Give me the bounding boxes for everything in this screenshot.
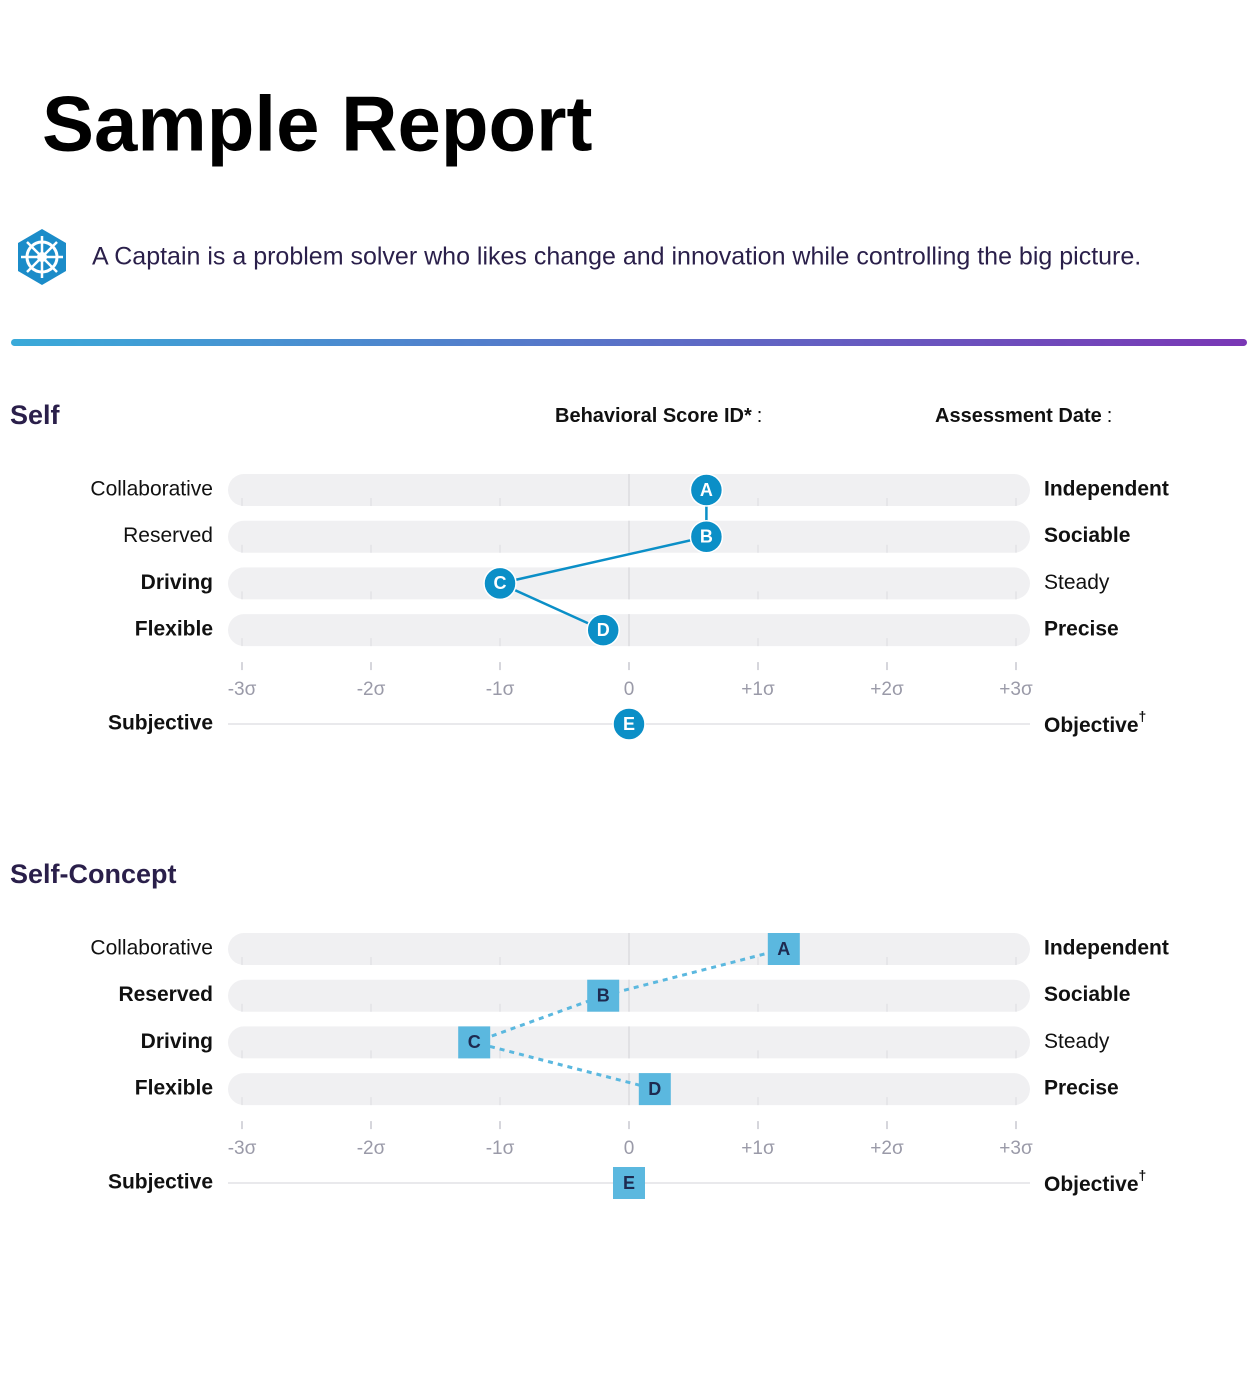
marker	[587, 979, 620, 1012]
right-label: Steady	[1044, 571, 1110, 594]
x-tick-label: 0	[624, 1138, 635, 1159]
chart-title: Self-Concept	[10, 859, 177, 889]
marker-label: E	[623, 1173, 635, 1193]
right-label: Independent	[1044, 937, 1169, 960]
marker-label: C	[468, 1032, 481, 1052]
x-tick-label: +2σ	[870, 679, 904, 700]
x-tick-label: -1σ	[486, 1138, 515, 1159]
marker	[689, 473, 724, 507]
right-label: Steady	[1044, 1030, 1110, 1053]
left-label: Flexible	[135, 618, 213, 641]
left-label: Subjective	[108, 1171, 213, 1194]
profile-line	[469, 947, 785, 1091]
meta-separator: :	[757, 405, 763, 427]
marker-label: D	[597, 620, 610, 640]
report-title: Sample Report	[42, 80, 592, 168]
x-tick-label: +2σ	[870, 1138, 904, 1159]
right-label: Objective†	[1044, 708, 1146, 737]
marker	[458, 1026, 491, 1059]
marker-label: A	[700, 480, 713, 500]
left-label: Collaborative	[90, 478, 213, 501]
right-label-text: Objective	[1044, 1173, 1139, 1196]
right-label-text: Objective	[1044, 714, 1139, 737]
marker	[612, 707, 646, 741]
x-tick-label: 0	[624, 679, 635, 700]
meta-field: Assessment Date:	[935, 405, 1112, 427]
marker-label: C	[494, 573, 507, 593]
left-label: Collaborative	[90, 937, 213, 960]
chart-title: Self	[10, 400, 61, 430]
captain-icon	[18, 229, 66, 285]
marker	[689, 519, 724, 554]
marker	[767, 933, 800, 965]
right-label: Precise	[1044, 1077, 1119, 1100]
left-label: Reserved	[118, 983, 213, 1006]
x-tick-label: +3σ	[999, 679, 1033, 700]
marker	[613, 1167, 645, 1199]
meta-label: Behavioral Score ID*	[555, 405, 752, 427]
right-label: Sociable	[1044, 983, 1130, 1006]
x-tick-label: +3σ	[999, 1138, 1033, 1159]
marker-label: B	[700, 526, 713, 546]
marker	[483, 566, 517, 601]
left-label: Driving	[141, 1030, 213, 1053]
left-label: Subjective	[108, 712, 213, 735]
x-tick-label: -1σ	[486, 679, 515, 700]
divider	[11, 339, 1247, 346]
x-tick-label: +1σ	[741, 1138, 775, 1159]
description: A Captain is a problem solver who likes …	[92, 243, 1141, 271]
x-tick-label: -3σ	[228, 1138, 257, 1159]
profile-line	[496, 490, 708, 632]
meta-label: Assessment Date	[935, 405, 1102, 427]
marker-label: D	[648, 1079, 661, 1099]
meta-separator: :	[1107, 405, 1113, 427]
left-label: Driving	[141, 571, 213, 594]
marker-label: B	[597, 985, 610, 1005]
right-label: Sociable	[1044, 524, 1130, 547]
right-label-sup: †	[1139, 708, 1147, 724]
x-tick-label: -2σ	[357, 679, 386, 700]
marker	[586, 613, 620, 647]
right-label: Objective†	[1044, 1167, 1146, 1196]
x-tick-label: -2σ	[357, 1138, 386, 1159]
x-tick-label: +1σ	[741, 679, 775, 700]
right-label: Independent	[1044, 478, 1169, 501]
x-tick-label: -3σ	[228, 679, 257, 700]
left-label: Reserved	[123, 524, 213, 547]
meta-field: Behavioral Score ID*:	[555, 405, 762, 427]
left-label: Flexible	[135, 1077, 213, 1100]
marker	[638, 1073, 671, 1106]
marker-label: E	[623, 714, 635, 734]
right-label: Precise	[1044, 618, 1119, 641]
marker-label: A	[777, 939, 790, 959]
right-label-sup: †	[1139, 1167, 1147, 1183]
